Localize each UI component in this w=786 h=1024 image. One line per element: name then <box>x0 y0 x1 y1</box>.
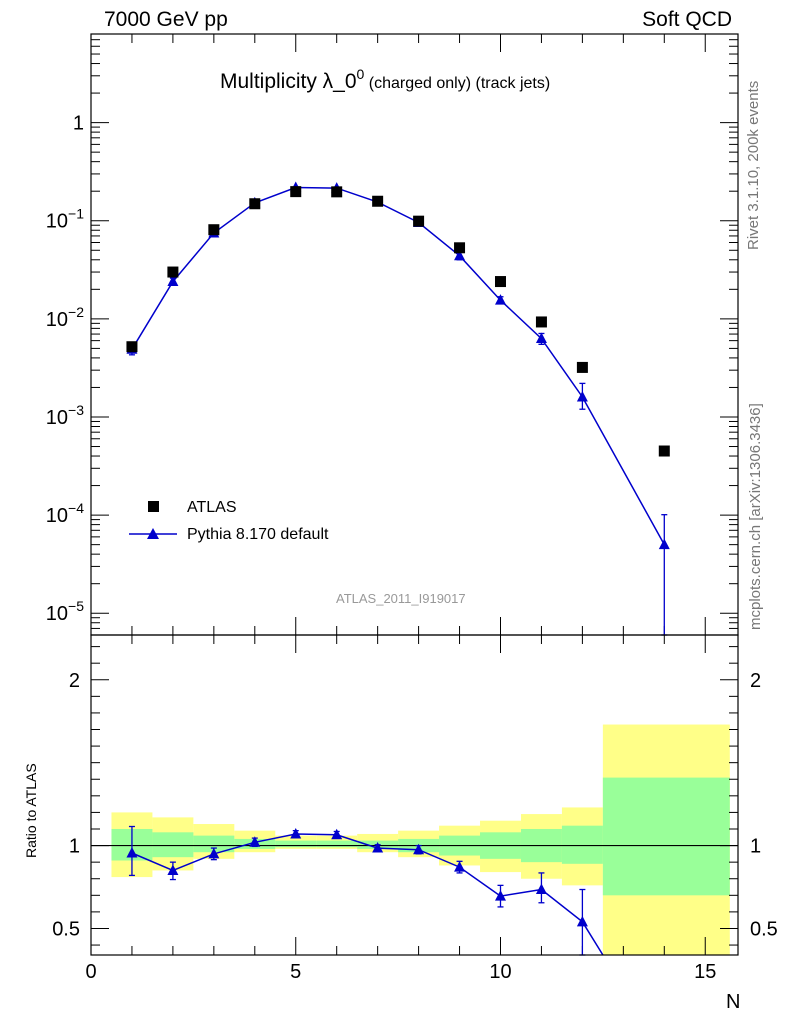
y-tick-label: 10−4 <box>46 500 84 527</box>
y-tick-label-exp: −5 <box>68 598 84 614</box>
ratio-uncertainty-bands <box>111 724 730 955</box>
mc-point <box>494 294 506 305</box>
x-tick-label: 5 <box>290 961 301 983</box>
data-point <box>167 266 179 278</box>
y-tick-label-base: 10 <box>46 603 68 625</box>
y-tick-label-base: 10 <box>46 211 68 233</box>
ratio-data-points <box>126 825 588 956</box>
legend-atlas-label: ATLAS <box>187 499 237 516</box>
y-tick-label: 10−1 <box>46 206 84 233</box>
x-tick-label: 0 <box>85 961 96 983</box>
mc-point <box>658 538 670 550</box>
ratio-point <box>167 864 179 875</box>
ratio-y-tick-label: 1 <box>69 836 80 858</box>
ratio-y-tick-label: 0.5 <box>52 918 80 940</box>
data-point <box>126 341 138 353</box>
green-band <box>561 825 603 864</box>
y-tick-label-base: 10 <box>46 407 68 429</box>
main-data-points <box>126 181 670 636</box>
y-tick-label-exp: −1 <box>68 206 84 222</box>
legend-atlas-marker <box>148 501 159 512</box>
y-tick-label-exp: −4 <box>68 500 84 516</box>
ratio-y-tick-label-right: 0.5 <box>750 918 778 940</box>
data-point <box>208 224 220 236</box>
data-point <box>658 445 670 457</box>
ratio-point <box>494 890 506 901</box>
data-point <box>535 316 547 328</box>
legend-pythia-label: Pythia 8.170 default <box>187 526 329 543</box>
ratio-axis-ticks: 0.5 0.5 1 1 2 2 0 5 10 15 <box>52 635 778 983</box>
ratio-point <box>413 843 425 855</box>
data-point <box>413 215 425 227</box>
main-plot-frame <box>90 33 739 636</box>
ratio-point <box>454 861 466 872</box>
ratio-plot-frame <box>90 634 739 956</box>
ratio-y-tick-label: 2 <box>69 670 80 692</box>
data-point <box>290 186 302 198</box>
ratio-point <box>290 827 302 839</box>
green-band <box>193 835 235 853</box>
y-tick-label-exp: −3 <box>68 402 84 418</box>
y-tick-label-exp: −2 <box>68 304 84 320</box>
y-tick-label: 10−5 <box>46 598 84 625</box>
ratio-point <box>535 883 547 895</box>
x-tick-label: 15 <box>694 961 716 983</box>
data-point <box>249 198 261 210</box>
ratio-y-tick-label-right: 2 <box>750 670 761 692</box>
ratio-point <box>331 828 343 840</box>
green-band <box>152 832 194 858</box>
y-tick-label: 1 <box>73 113 84 135</box>
ratio-y-tick-label-right: 1 <box>750 836 761 858</box>
data-point <box>372 195 384 207</box>
ratio-point <box>126 847 138 858</box>
mc-point <box>535 332 547 344</box>
y-tick-label-base: 10 <box>46 505 68 527</box>
mc-point <box>576 390 588 402</box>
green-band <box>316 840 358 848</box>
y-tick-label: 10−3 <box>46 402 84 429</box>
data-point <box>576 361 588 373</box>
process-label: Soft QCD <box>642 8 732 31</box>
main-axis-ticks: 110−110−210−310−410−5 <box>46 33 738 636</box>
ratio-point <box>576 915 588 927</box>
data-point <box>494 276 506 288</box>
data-point <box>454 242 466 254</box>
green-band <box>602 777 730 896</box>
mc-point <box>454 249 466 261</box>
ratio-point <box>208 847 220 859</box>
y-tick-label-base: 10 <box>46 309 68 331</box>
chart-title-sup: 0 <box>357 66 365 82</box>
ratio-point <box>249 836 261 847</box>
legend-pythia-marker <box>147 528 159 539</box>
legend: ATLAS Pythia 8.170 default <box>129 499 329 543</box>
chart-title: Multiplicity λ_00 (charged only) (track … <box>220 66 550 93</box>
ratio-point <box>372 842 384 853</box>
x-axis-label: N <box>726 991 740 1013</box>
data-point <box>331 186 343 198</box>
ratio-y-axis-label: Ratio to ATLAS <box>23 763 39 858</box>
y-tick-label: 10−2 <box>46 304 84 331</box>
green-band <box>275 840 317 848</box>
x-tick-label: 10 <box>489 961 511 983</box>
mc-point <box>167 275 179 287</box>
energy-label: 7000 GeV pp <box>104 8 228 31</box>
chart-title-main: Multiplicity λ_0 <box>220 70 357 93</box>
analysis-label: ATLAS_2011_I919017 <box>336 591 466 606</box>
chart-title-suffix: (charged only) (track jets) <box>364 75 550 92</box>
